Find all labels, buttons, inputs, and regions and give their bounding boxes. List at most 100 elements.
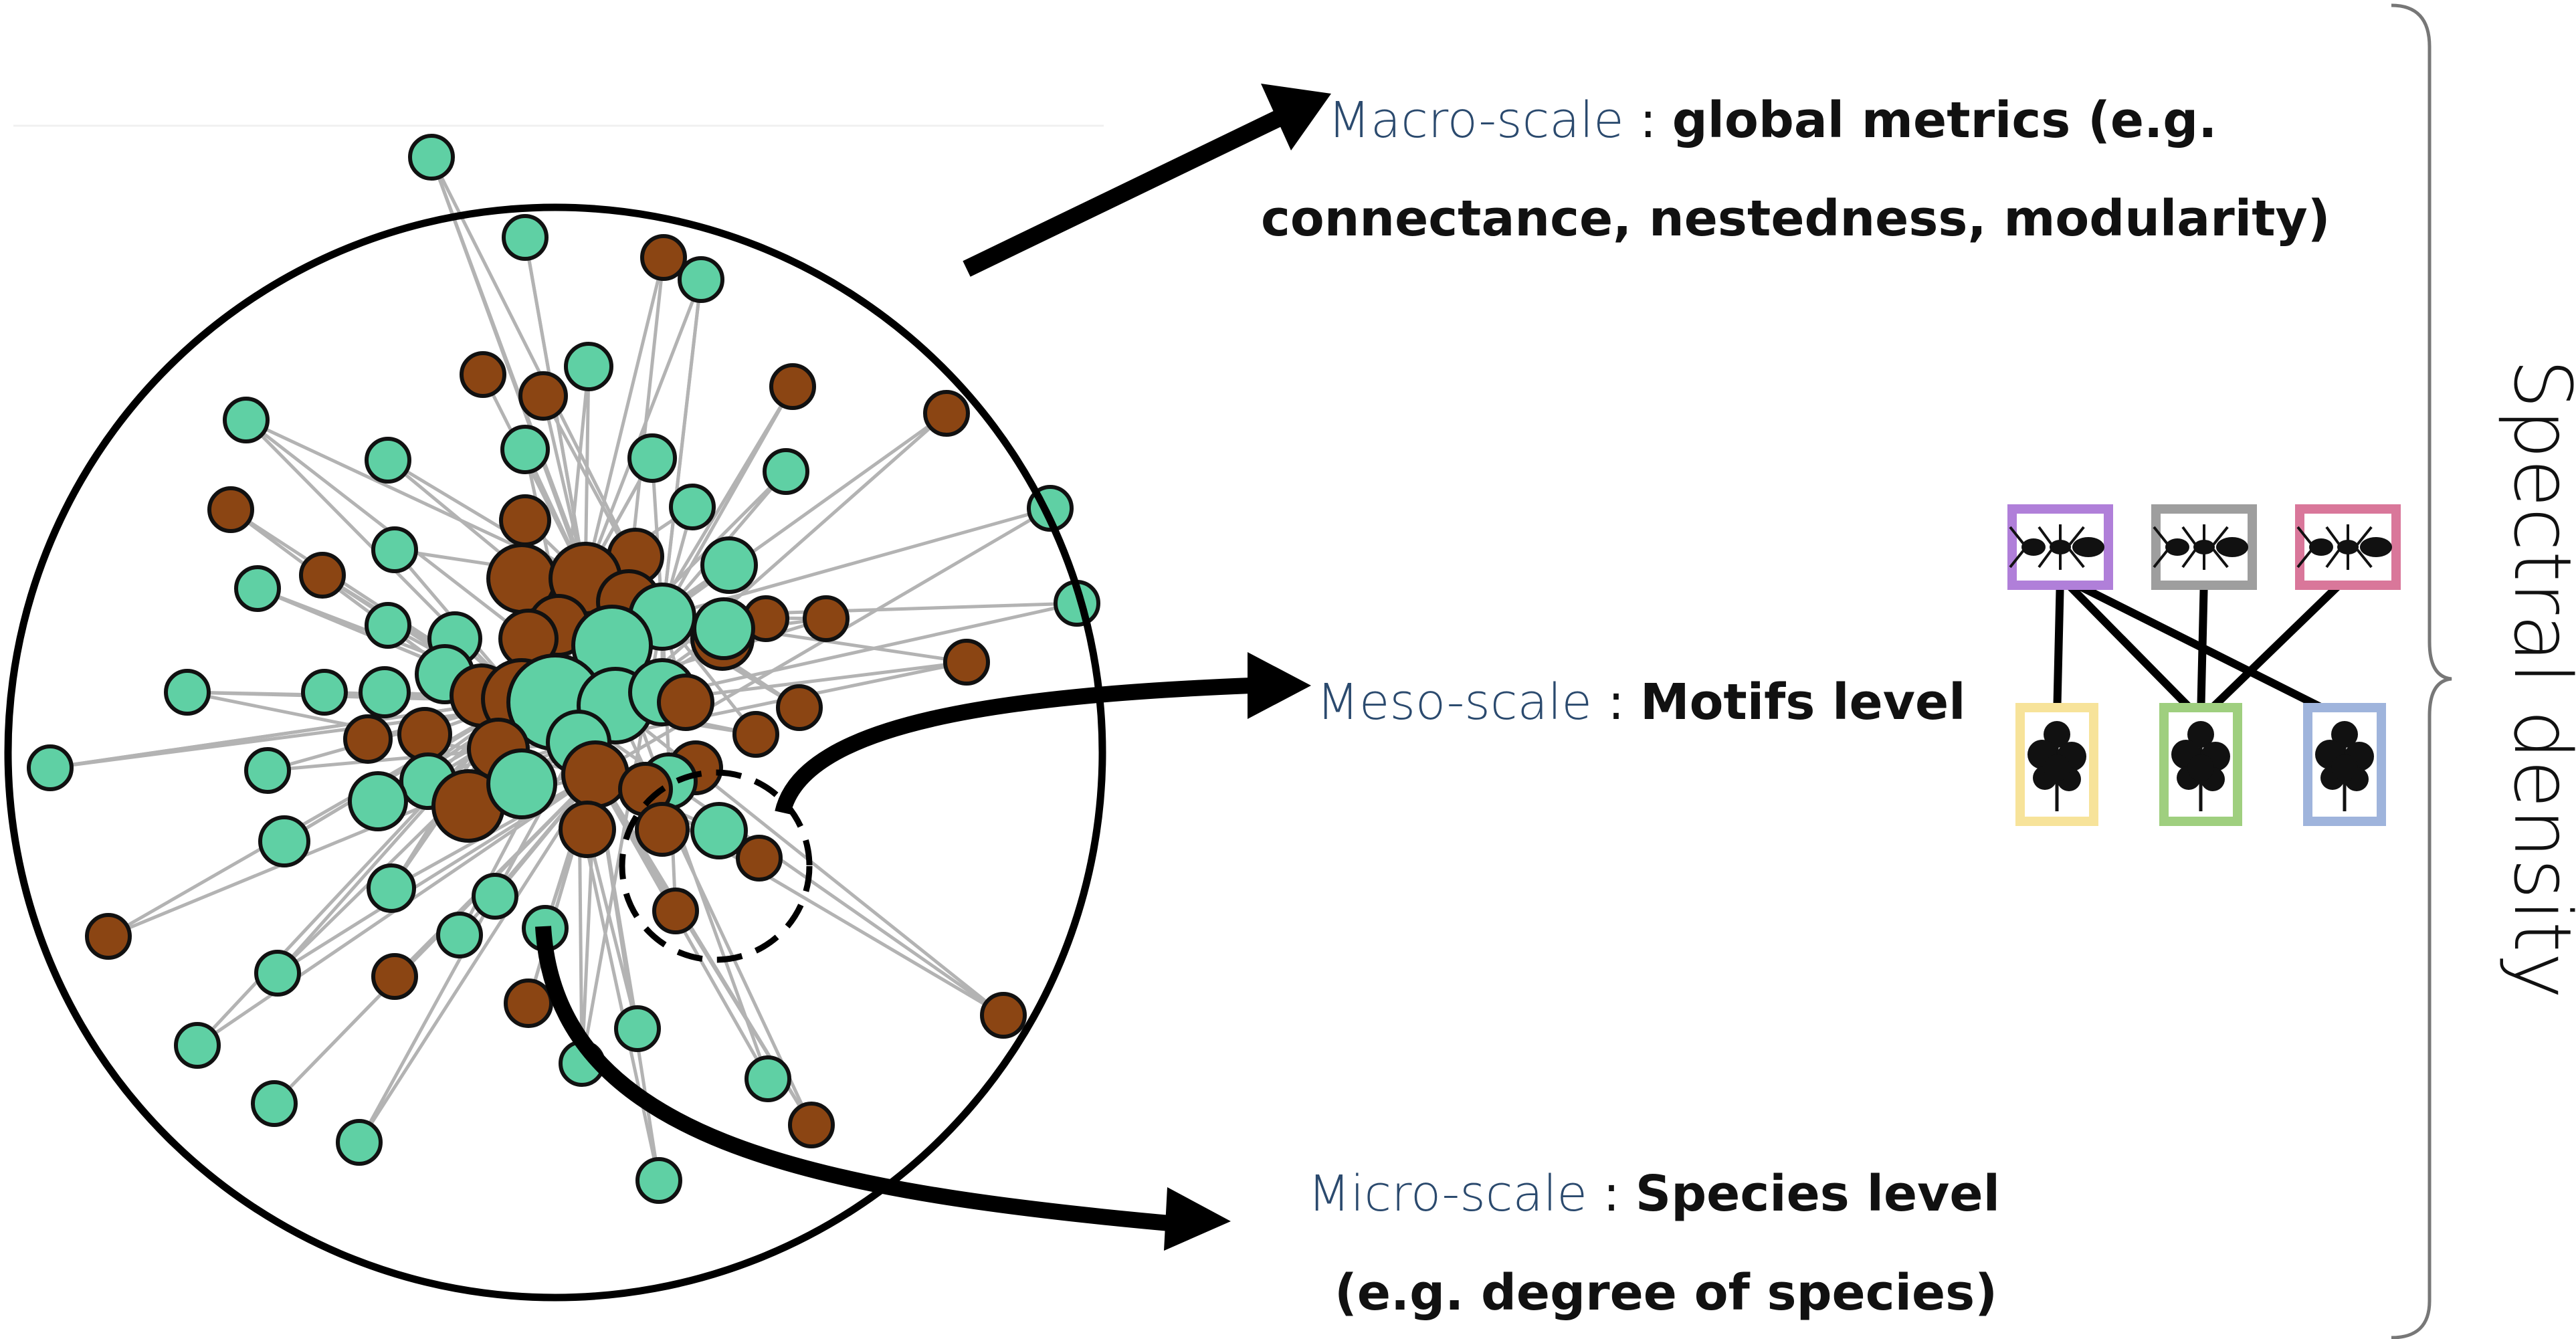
network-edge bbox=[273, 773, 597, 1105]
green-species-node bbox=[251, 1080, 298, 1127]
brown-species-node bbox=[732, 711, 779, 758]
micro-scale-label: Micro-scale bbox=[1308, 1165, 1587, 1223]
macro-label-line1: Macro-scale : global metrics (e.g. bbox=[1328, 92, 2217, 149]
green-species-node bbox=[678, 256, 724, 303]
green-species-node bbox=[365, 602, 411, 649]
motif-link bbox=[2053, 576, 2064, 720]
green-species-node bbox=[700, 536, 758, 594]
green-species-node bbox=[692, 597, 755, 660]
green-species-node bbox=[502, 214, 549, 261]
brown-species-node bbox=[635, 802, 690, 857]
green-species-node bbox=[690, 802, 748, 859]
motif-link bbox=[2197, 573, 2351, 722]
network-edge bbox=[660, 279, 703, 617]
plant-icon bbox=[2171, 721, 2230, 811]
meso-description: Motifs level bbox=[1640, 674, 1966, 731]
brown-species-node bbox=[499, 494, 551, 546]
green-species-node bbox=[408, 134, 455, 181]
micro-description-line2: (e.g. degree of species) bbox=[1334, 1264, 1997, 1322]
green-species-node bbox=[254, 950, 301, 997]
green-species-node bbox=[669, 484, 716, 530]
green-species-node bbox=[336, 1119, 383, 1166]
green-species-node bbox=[627, 433, 677, 483]
ant-icon bbox=[2153, 524, 2248, 570]
brown-species-node bbox=[803, 595, 850, 642]
meso-label: Meso-scale : Motifs level bbox=[1316, 674, 1966, 731]
green-species-node bbox=[258, 815, 310, 867]
brown-species-node bbox=[504, 978, 553, 1028]
macro-scale-label: Macro-scale bbox=[1328, 92, 1624, 149]
green-species-node bbox=[164, 669, 211, 716]
brown-species-node bbox=[657, 674, 714, 731]
brown-species-node bbox=[343, 714, 393, 764]
meso-arrow bbox=[775, 652, 1311, 815]
motif-highlight-circle bbox=[619, 769, 813, 963]
green-species-node bbox=[635, 1157, 682, 1204]
green-species-node bbox=[564, 342, 613, 391]
network-edge bbox=[357, 773, 597, 1144]
network-nodes bbox=[27, 134, 1100, 1204]
brown-species-node bbox=[518, 371, 568, 421]
green-species-node bbox=[763, 448, 809, 495]
brown-species-node bbox=[397, 707, 452, 762]
green-species-node bbox=[234, 565, 281, 612]
micro-arrow bbox=[535, 926, 1231, 1251]
spectral-density-label: Spectral density bbox=[2496, 358, 2576, 999]
brown-species-node bbox=[640, 234, 687, 281]
brown-species-node bbox=[769, 363, 816, 410]
brown-species-node bbox=[943, 639, 990, 686]
network-edge bbox=[583, 257, 666, 579]
brown-species-node bbox=[980, 992, 1027, 1039]
green-species-node bbox=[367, 863, 416, 913]
green-species-node bbox=[371, 526, 418, 573]
green-species-node bbox=[472, 873, 518, 920]
green-species-node bbox=[27, 744, 74, 791]
green-species-node bbox=[244, 747, 291, 794]
green-species-node bbox=[614, 1005, 661, 1052]
micro-label-line1: Micro-scale : Species level bbox=[1308, 1165, 2000, 1223]
brown-species-node bbox=[776, 684, 823, 731]
network-boundary-circle bbox=[4, 203, 1106, 1302]
brown-species-node bbox=[85, 913, 132, 960]
macro-description-line1: global metrics (e.g. bbox=[1672, 92, 2217, 149]
macro-description-line2: connectance, nestedness, modularity) bbox=[1261, 190, 2331, 247]
macro-separator: : bbox=[1624, 92, 1672, 149]
plant-icon bbox=[2027, 721, 2086, 811]
micro-description-line1: Species level bbox=[1636, 1165, 2000, 1223]
brown-species-node bbox=[371, 953, 418, 1000]
brown-species-node bbox=[561, 740, 629, 809]
bracket bbox=[2391, 3, 2452, 1339]
green-species-node bbox=[301, 669, 348, 716]
network-edge bbox=[583, 279, 703, 579]
brown-species-node bbox=[207, 486, 254, 533]
green-species-node bbox=[359, 666, 411, 718]
brown-species-node bbox=[923, 390, 970, 437]
green-species-node bbox=[174, 1022, 221, 1069]
network-edge bbox=[107, 697, 523, 938]
network-edge bbox=[196, 698, 523, 1047]
green-species-node bbox=[365, 437, 411, 484]
network-edge bbox=[387, 458, 587, 581]
micro-separator: : bbox=[1587, 1165, 1636, 1223]
ant-icon bbox=[2009, 524, 2104, 570]
brown-species-node bbox=[559, 801, 616, 858]
brown-species-node bbox=[299, 552, 346, 599]
brown-species-node bbox=[788, 1102, 835, 1148]
meso-separator: : bbox=[1592, 674, 1640, 731]
network-edge bbox=[49, 697, 522, 770]
green-species-node bbox=[436, 912, 483, 958]
green-species-node bbox=[500, 425, 550, 474]
motif-link bbox=[2057, 573, 2204, 722]
green-species-node bbox=[745, 1055, 791, 1102]
ant-icon bbox=[2296, 524, 2392, 570]
meso-scale-label: Meso-scale bbox=[1316, 674, 1592, 731]
plant-icon bbox=[2315, 721, 2374, 811]
green-species-node bbox=[348, 771, 408, 831]
green-species-node bbox=[223, 397, 270, 443]
motif-diagram bbox=[2007, 504, 2401, 826]
network-edge bbox=[614, 412, 948, 707]
brown-species-node bbox=[460, 351, 506, 398]
brown-species-node bbox=[652, 888, 699, 934]
macro-arrow bbox=[963, 84, 1331, 277]
